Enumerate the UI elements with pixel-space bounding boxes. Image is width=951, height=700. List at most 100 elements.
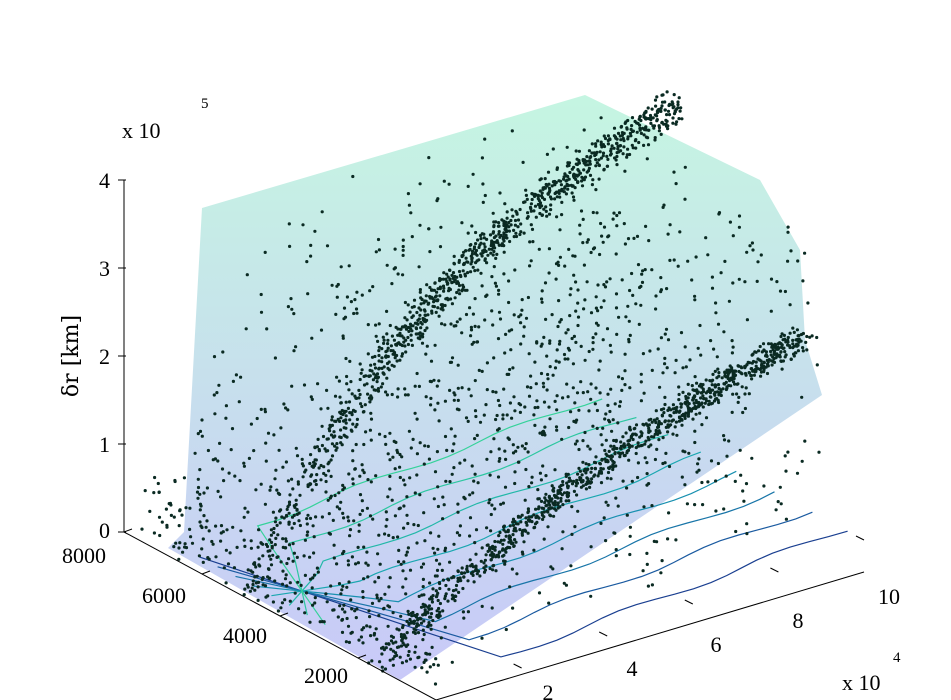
scatter-point — [452, 391, 456, 395]
scatter-point — [143, 489, 147, 493]
scatter-point — [327, 511, 331, 516]
scatter-point — [153, 475, 157, 480]
scatter-point — [252, 449, 256, 453]
scatter-point — [493, 281, 497, 285]
scatter-point — [272, 526, 276, 531]
scatter-point — [349, 300, 353, 304]
scatter-point — [300, 600, 304, 604]
scatter-point — [513, 481, 517, 486]
scatter-point — [438, 245, 443, 249]
scatter-point — [762, 361, 766, 365]
scatter-point — [625, 153, 629, 157]
scatter-point — [273, 543, 277, 547]
scatter-point — [508, 546, 512, 550]
scatter-point — [213, 412, 217, 416]
scatter-point — [799, 332, 804, 337]
scatter-point — [405, 631, 409, 635]
scatter-point — [558, 339, 562, 343]
scatter-point — [564, 499, 568, 503]
scatter-point — [559, 189, 564, 193]
scatter-point — [243, 544, 247, 549]
scatter-point — [541, 186, 545, 190]
scatter-point — [338, 507, 342, 511]
scatter-point — [627, 337, 631, 342]
scatter-point — [311, 603, 315, 607]
scatter-point — [795, 328, 800, 332]
scatter-point — [412, 613, 417, 618]
scatter-point — [626, 118, 630, 123]
scatter-point — [391, 657, 395, 661]
scatter-point — [399, 644, 404, 648]
scatter-point — [491, 245, 495, 249]
scatter-point — [772, 351, 776, 355]
scatter-point — [594, 386, 598, 390]
scatter-point — [288, 493, 292, 497]
scatter-point — [601, 154, 605, 158]
scatter-point — [631, 129, 636, 133]
scatter-point — [491, 390, 495, 394]
scatter-point — [349, 380, 353, 384]
scatter-point — [489, 529, 493, 533]
scatter-point — [501, 501, 505, 505]
scatter-point — [391, 663, 395, 667]
scatter-point — [639, 372, 643, 376]
z-tick-label: 1 — [99, 432, 110, 457]
scatter-point — [506, 528, 510, 532]
scatter-point — [441, 578, 445, 582]
scatter-point — [402, 526, 406, 530]
scatter-point — [339, 416, 343, 420]
scatter-point — [559, 483, 563, 488]
scatter-point — [620, 377, 625, 381]
scatter-point — [558, 320, 562, 324]
scatter-point — [596, 309, 600, 313]
scatter-point — [597, 368, 601, 372]
scatter-point — [569, 410, 573, 414]
scatter-point — [268, 488, 272, 492]
scatter-point — [548, 417, 552, 421]
scatter-point — [697, 457, 701, 461]
scatter-point — [532, 548, 536, 552]
scatter-point — [335, 446, 339, 450]
scatter-point — [287, 557, 291, 561]
scatter-point — [530, 515, 534, 519]
scatter-point — [754, 360, 758, 364]
scatter-point — [607, 418, 611, 422]
scatter-point — [656, 347, 660, 351]
scatter-point — [460, 571, 464, 575]
scatter-point — [630, 271, 634, 276]
scatter-point — [398, 465, 402, 469]
scatter-point — [140, 527, 144, 531]
scatter-point — [398, 506, 402, 510]
scatter-point — [631, 432, 635, 436]
scatter-point — [683, 414, 687, 418]
scatter-point — [387, 368, 391, 372]
scatter-point — [413, 491, 417, 495]
scatter-point — [664, 451, 668, 455]
scatter-point — [755, 367, 759, 371]
scatter-point — [543, 281, 548, 285]
scatter-point — [369, 363, 373, 367]
scatter-point — [511, 214, 515, 218]
scatter-point — [576, 509, 580, 513]
scatter-point — [680, 117, 684, 121]
scatter-point — [666, 408, 670, 412]
scatter-point — [196, 432, 200, 436]
scatter-point — [483, 193, 487, 198]
scatter-point — [542, 335, 546, 339]
scatter-point — [789, 357, 793, 361]
scatter-point — [263, 502, 267, 506]
scatter-point — [280, 582, 285, 586]
scatter-point — [808, 335, 812, 339]
scatter-point — [480, 636, 484, 640]
scatter-point — [181, 550, 185, 554]
scatter-point — [466, 610, 470, 614]
scatter-point — [583, 358, 587, 362]
scatter-point — [482, 242, 486, 246]
scatter-point — [569, 287, 573, 291]
scatter-point — [435, 609, 439, 613]
scatter-point — [507, 220, 511, 225]
scatter-point — [536, 197, 540, 201]
scatter-point — [699, 353, 703, 357]
x-tick — [684, 599, 694, 605]
scatter-point — [460, 331, 464, 335]
